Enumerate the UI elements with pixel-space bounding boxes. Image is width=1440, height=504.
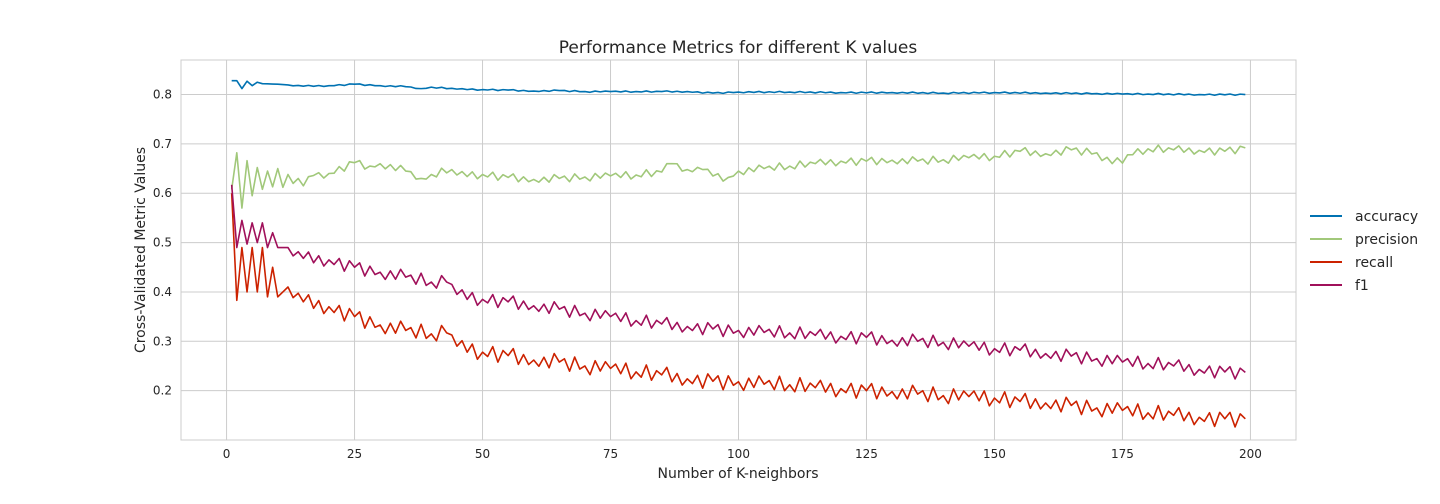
series-line-accuracy (231, 79, 1246, 97)
legend-label-f1: f1 (1355, 278, 1369, 294)
y-tick-label: 0.8 (153, 88, 172, 102)
y-tick-label: 0.4 (153, 285, 172, 299)
x-tick-label: 200 (1239, 447, 1262, 461)
x-tick-label: 175 (1111, 447, 1134, 461)
x-tick-label: 0 (223, 447, 231, 461)
y-tick-label: 0.7 (153, 137, 172, 151)
plot-frame (180, 59, 1297, 441)
x-tick-label: 25 (347, 447, 362, 461)
y-axis-ticks: 0.2 0.3 0.4 0.5 0.6 0.7 0.8 (153, 88, 172, 398)
series-lines (230, 79, 1246, 428)
x-tick-label: 125 (855, 447, 878, 461)
series-line-recall (230, 193, 1246, 428)
x-tick-label: 50 (475, 447, 490, 461)
y-axis-label: Cross-Validated Metric Values (133, 147, 149, 353)
legend-label-accuracy: accuracy (1355, 209, 1418, 225)
x-tick-label: 75 (603, 447, 618, 461)
legend-label-precision: precision (1355, 232, 1418, 248)
legend: accuracy precision recall f1 (1310, 209, 1418, 294)
y-tick-label: 0.5 (153, 236, 172, 250)
x-axis-label: Number of K-neighbors (657, 466, 818, 482)
y-tick-label: 0.2 (153, 384, 172, 398)
series-line-precision (230, 144, 1246, 209)
x-tick-label: 150 (983, 447, 1006, 461)
legend-label-recall: recall (1355, 255, 1393, 271)
x-axis-ticks: 0 25 50 75 100 125 150 175 200 (223, 447, 1262, 461)
series-line-f1 (230, 184, 1246, 380)
y-tick-label: 0.3 (153, 334, 172, 348)
x-tick-label: 100 (727, 447, 750, 461)
grid (181, 60, 1296, 440)
y-tick-label: 0.6 (153, 186, 172, 200)
chart-title: Performance Metrics for different K valu… (559, 38, 918, 58)
